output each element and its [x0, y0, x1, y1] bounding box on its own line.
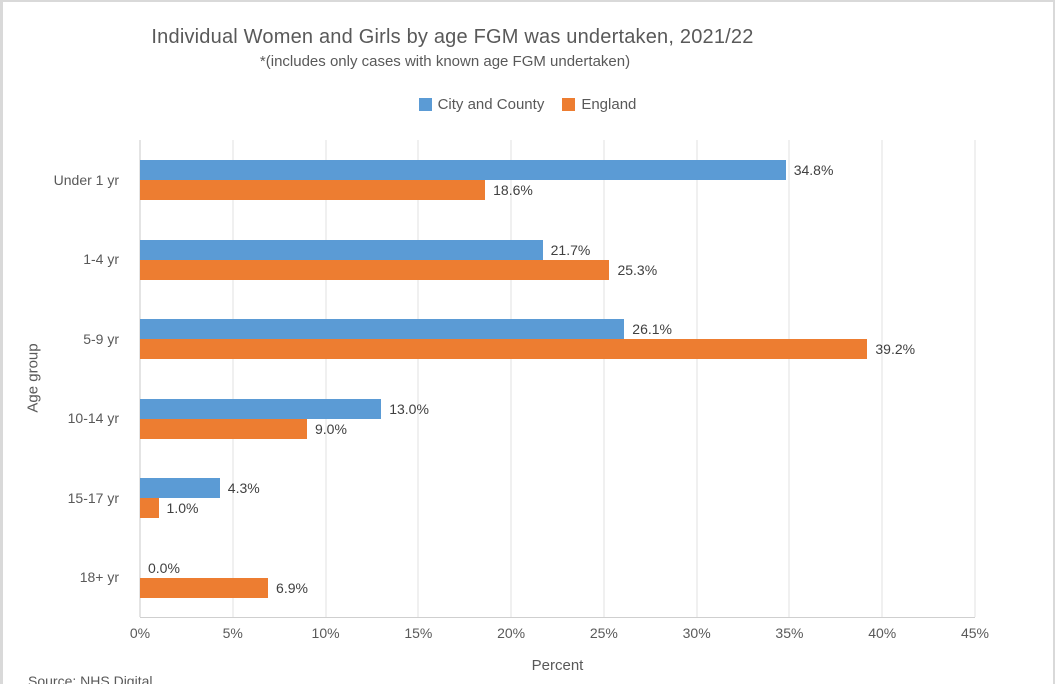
legend-item-city-and-county: City and County	[418, 96, 545, 113]
x-tick-label: 20%	[497, 625, 526, 641]
data-label: 0.0%	[148, 559, 180, 576]
legend-swatch-england	[562, 98, 576, 111]
bar-city-and-county	[140, 160, 786, 180]
category-row: Under 1 yr 34.8% 18.6%	[54, 140, 975, 220]
chart-subtitle: *(includes only cases with known age FGM…	[259, 53, 631, 70]
x-tick-label: 10%	[311, 625, 340, 641]
gridline	[603, 140, 605, 617]
category-row: 5-9 yr 26.1% 39.2%	[83, 299, 975, 379]
x-tick-label: 15%	[404, 625, 433, 641]
category-label: 15-17 yr	[67, 489, 119, 506]
category-row: 18+ yr 0.0% 6.9%	[80, 538, 975, 618]
data-label: 6.9%	[276, 579, 308, 596]
bar-city-and-county	[140, 319, 625, 339]
legend-label-england: England	[581, 96, 637, 113]
x-tick-label: 30%	[682, 625, 711, 641]
bar-england	[140, 577, 269, 598]
data-label: 26.1%	[632, 321, 672, 337]
category-label: 10-14 yr	[67, 410, 119, 427]
bar-city-and-county	[140, 239, 543, 260]
gridline	[974, 140, 976, 617]
category-row: 15-17 yr 4.3% 1.0%	[68, 458, 975, 538]
category-label: 18+ yr	[79, 569, 119, 586]
gridline	[417, 140, 419, 617]
x-tick-label: 45%	[960, 625, 990, 641]
bar-england	[140, 498, 159, 518]
bar-england	[140, 418, 307, 439]
data-label: 9.0%	[315, 420, 347, 437]
plot-rows: Under 1 yr 34.8% 18.6% 1-4 yr 21.7% 25.3% 5-9 …	[54, 140, 975, 618]
bar-england	[140, 259, 610, 280]
x-tick-label: 0%	[129, 625, 151, 641]
x-axis-title: Percent	[531, 657, 584, 674]
category-label: 1-4 yr	[83, 251, 119, 268]
gridline	[788, 140, 790, 617]
plot-area: Under 1 yr 34.8% 18.6% 1-4 yr 21.7% 25.3% 5-9 …	[54, 140, 976, 618]
data-label: 1.0%	[166, 500, 199, 516]
frame-border-top	[0, 0, 1055, 2]
source-note: Source: NHS Digital	[28, 673, 153, 684]
data-label: 25.3%	[617, 261, 658, 278]
data-label: 34.8%	[793, 162, 834, 178]
bar-england	[140, 180, 486, 200]
category-label: 5-9 yr	[83, 330, 119, 347]
legend-swatch-city-and-county	[418, 98, 432, 111]
gridline	[881, 140, 883, 617]
bar-england	[140, 339, 868, 359]
gridline	[696, 140, 698, 617]
legend-label-city-and-county: City and County	[437, 96, 545, 113]
category-label: Under 1 yr	[53, 171, 119, 188]
bar-city-and-county	[140, 398, 382, 419]
category-row: 10-14 yr 13.0% 9.0%	[68, 379, 975, 459]
x-axis-ticks: 0% 5% 10% 15% 20% 25% 30% 35% 40% 45%	[130, 625, 989, 643]
legend-item-england: England	[562, 96, 636, 113]
gridline	[232, 140, 234, 617]
bar-city-and-county	[140, 478, 220, 498]
gridline	[510, 140, 512, 617]
data-label: 21.7%	[550, 241, 591, 258]
y-axis-line	[139, 140, 141, 617]
data-label: 13.0%	[389, 400, 429, 417]
x-tick-label: 35%	[775, 625, 804, 641]
data-label: 4.3%	[227, 480, 260, 496]
x-tick-label: 5%	[222, 625, 243, 641]
legend: City and County England	[0, 96, 1055, 113]
chart-title: Individual Women and Girls by age FGM wa…	[151, 26, 754, 48]
data-label: 39.2%	[875, 341, 916, 357]
frame-border-left	[0, 0, 3, 684]
x-tick-label: 25%	[589, 625, 618, 641]
frame-border-right	[1053, 0, 1055, 684]
x-tick-label: 40%	[868, 625, 897, 641]
category-row: 1-4 yr 21.7% 25.3%	[83, 220, 975, 300]
data-label: 18.6%	[493, 182, 533, 198]
y-axis-title: Age group	[24, 343, 42, 413]
gridline	[325, 140, 327, 617]
